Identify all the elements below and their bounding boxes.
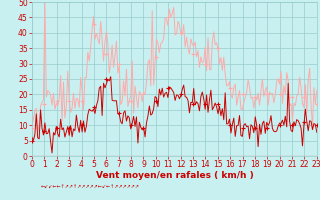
Text: ←↙↙←←↑↗↗↑↗↗↗↗↗←↙←↑↗↗↗↗↗↗: ←↙↙←←↑↗↗↑↗↗↗↗↗←↙←↑↗↗↗↗↗↗ <box>41 184 140 189</box>
X-axis label: Vent moyen/en rafales ( km/h ): Vent moyen/en rafales ( km/h ) <box>96 171 253 180</box>
